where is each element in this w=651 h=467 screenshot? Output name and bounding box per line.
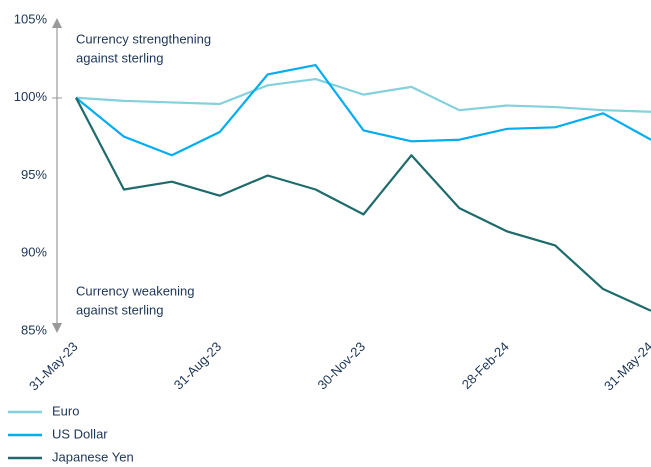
y-tick-label: 95% [21,167,47,182]
x-tick-label: 31-Aug-23 [171,339,225,393]
x-tick-label: 31-May-23 [26,339,81,394]
series-line [75,63,651,157]
legend-label: Euro [52,403,79,418]
y-tick-label: 90% [21,245,47,260]
arrow-head-up [52,18,62,28]
annotation: Currency strengthening [76,31,211,46]
x-tick-label: 31-May-24 [601,339,651,394]
series-line [75,77,651,113]
legend-label: Japanese Yen [52,449,134,464]
x-tick-label: 28-Feb-24 [459,339,512,392]
series-line [75,97,651,312]
y-tick-label: 105% [14,11,48,26]
arrow-head-down [52,323,62,333]
annotation: against sterling [76,302,163,317]
annotation: Currency weakening [76,283,195,298]
annotation: against sterling [76,50,163,65]
y-tick-label: 100% [14,89,48,104]
x-tick-label: 30-Nov-23 [315,339,369,393]
y-tick-label: 85% [21,322,47,337]
legend-label: US Dollar [52,426,108,441]
